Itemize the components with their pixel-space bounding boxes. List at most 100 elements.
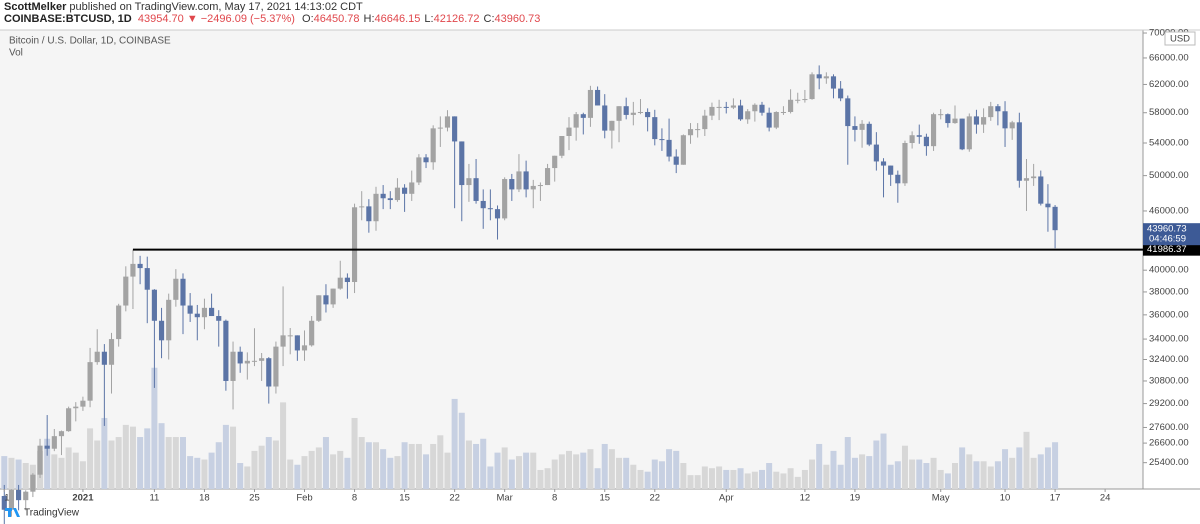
candle-body [480, 200, 486, 209]
y-tick-label: 38000.00 [1149, 286, 1189, 297]
volume-bar [923, 463, 930, 489]
candle-body [452, 116, 458, 142]
candle-body [709, 106, 715, 116]
candle-body [637, 111, 644, 113]
volume-bar [8, 457, 15, 489]
x-tick-label: 15 [599, 493, 610, 504]
volume-bar [708, 468, 715, 489]
candle-body [323, 295, 329, 305]
level-label: 41986.37 [1147, 244, 1187, 255]
volume-bar [944, 473, 951, 489]
volume-bar [809, 459, 816, 489]
candle-body [530, 185, 536, 190]
ohlc-label: C: [483, 13, 495, 25]
y-tick-label: 25400.00 [1149, 457, 1189, 468]
candle-body [373, 193, 379, 222]
candle-body [502, 179, 508, 219]
volume-bar [537, 469, 544, 489]
candle-body [30, 474, 36, 492]
volume-bar [837, 464, 844, 489]
candle-body [616, 106, 622, 121]
candle-body [673, 156, 679, 165]
volume-bar [108, 440, 115, 489]
quote-line: COINBASE:BTCUSD, 1D 43954.70 ▼ −2496.09 … [4, 13, 540, 25]
candle-body [287, 335, 293, 337]
candle-body [494, 209, 501, 219]
ohlc-label: H: [363, 13, 375, 25]
volume-bar [365, 442, 372, 489]
candle-body [430, 128, 436, 163]
candle-body [137, 263, 143, 269]
volume-bar [501, 447, 508, 489]
volume-bar [966, 454, 973, 489]
candle-body [816, 74, 822, 79]
volume-bar [880, 433, 887, 489]
candle-body [702, 115, 708, 130]
candle-body [73, 406, 79, 409]
candle-body [416, 157, 422, 183]
candle-body [344, 277, 350, 283]
volume-bar [608, 449, 615, 489]
candle-body [230, 351, 236, 381]
volume-bar [387, 457, 394, 489]
volume-bar [58, 457, 65, 489]
candle-body [652, 117, 658, 140]
volume-bar [15, 459, 22, 489]
candle-body [273, 346, 279, 387]
volume-bar [230, 426, 237, 489]
volume-bar [94, 440, 101, 489]
countdown: 04:46:59 [1149, 234, 1186, 245]
volume-bar [415, 443, 422, 489]
y-tick-label: 62000.00 [1149, 79, 1189, 90]
candle-body [1045, 203, 1051, 208]
candle-body [695, 129, 701, 131]
published: published on TradingView.com, May 17, 20… [69, 1, 363, 13]
y-tick-label: 27600.00 [1149, 422, 1189, 433]
candle-body [87, 362, 93, 401]
y-tick-label: 29200.00 [1149, 398, 1189, 409]
candle-body [259, 358, 265, 361]
volume-bar [530, 452, 537, 489]
volume-bar [137, 437, 144, 489]
x-tick-label: 10 [1000, 493, 1011, 504]
candle-body [923, 136, 929, 147]
volume-bar [122, 424, 129, 489]
candle-body [209, 307, 215, 317]
volume-bar [859, 454, 866, 489]
volume-bar [430, 443, 437, 489]
candle-body [759, 104, 765, 113]
volume-bar [358, 437, 365, 489]
x-tick-label: 11 [149, 493, 159, 504]
y-tick-label: 34000.00 [1149, 334, 1189, 345]
volume-bar [423, 454, 430, 489]
plot-background [0, 30, 1143, 489]
volume-bar [187, 456, 194, 489]
volume-bar [330, 454, 337, 489]
candle-body [645, 111, 651, 118]
volume-bar [616, 457, 623, 489]
volume-bar [973, 461, 980, 489]
candle-body [351, 207, 358, 283]
candle-body [180, 278, 186, 306]
volume-bar [794, 476, 801, 489]
x-tick-label: 17 [1050, 493, 1061, 504]
candle-body [394, 187, 401, 201]
chart-title: Bitcoin / U.S. Dollar, 1D, COINBASE [9, 36, 171, 47]
candle-body [1038, 176, 1044, 204]
volume-bar [337, 450, 344, 489]
candle-body [766, 112, 772, 128]
volume-bar [1016, 447, 1023, 489]
volume-bar [730, 469, 737, 489]
volume-bar [658, 461, 665, 489]
candle-body [23, 491, 29, 501]
candle-body [444, 116, 451, 128]
volume-bar [894, 461, 901, 489]
candle-body [337, 277, 343, 289]
candle-body [1009, 122, 1015, 129]
symbol: COINBASE:BTCUSD, 1D [4, 13, 132, 25]
y-tick-label: 58000.00 [1149, 107, 1189, 118]
candle-body [823, 76, 829, 79]
volume-bar [322, 437, 329, 489]
volume-bar [301, 456, 308, 489]
candle-body [301, 345, 308, 351]
